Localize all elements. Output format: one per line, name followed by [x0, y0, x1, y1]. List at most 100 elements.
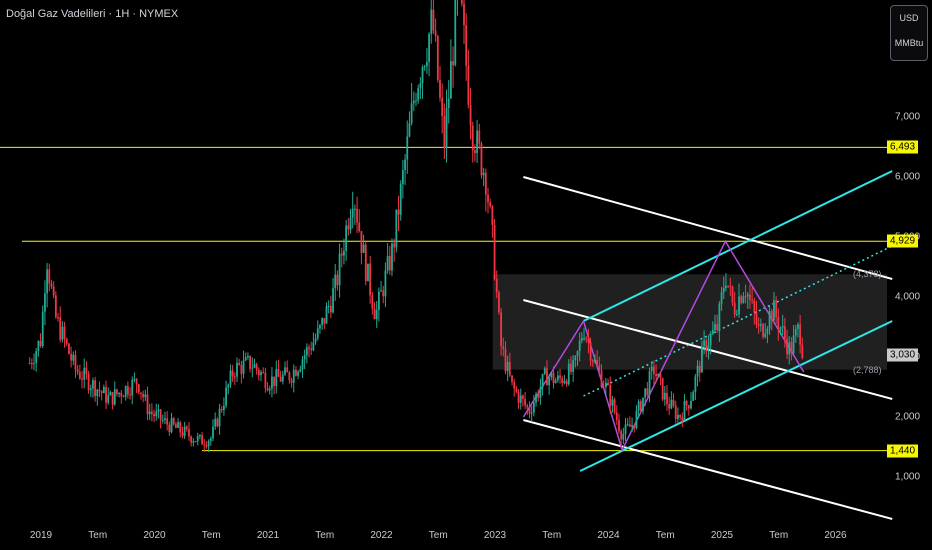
candle-body [386, 255, 389, 271]
candle-body [554, 380, 557, 384]
candle-body [253, 364, 256, 368]
candle-body [415, 100, 417, 102]
candle-body [277, 368, 280, 377]
candle-body [39, 340, 42, 347]
candle-body [727, 285, 730, 287]
candle-body [628, 424, 631, 427]
candle-body [244, 357, 247, 361]
cyan-channel-lower [579, 320, 893, 472]
candle-body [255, 364, 258, 370]
candle-body [183, 426, 186, 436]
candle-body [600, 370, 603, 388]
chart-title: Doğal Gaz Vadelileri · 1H · NYMEX [6, 8, 179, 20]
candle-body [312, 342, 315, 351]
candle-body [735, 314, 738, 316]
candle-body [351, 208, 354, 218]
candle-body [44, 293, 46, 312]
x-axis-tick-label: Tem [428, 530, 448, 541]
price-level-tag: 4,929 [887, 234, 919, 248]
candle-body [349, 217, 352, 230]
candle-body [164, 418, 166, 420]
candle-body [83, 367, 86, 380]
candle-body [338, 253, 341, 286]
candle-body [637, 401, 640, 411]
x-axis-tick-label: 2026 [824, 530, 847, 541]
candle-body [474, 150, 476, 154]
candle-body [570, 363, 572, 372]
candle-body [672, 399, 675, 406]
candle-body [532, 402, 535, 413]
candle-body [447, 98, 450, 108]
candle-body [550, 372, 553, 378]
candle-body [205, 445, 208, 447]
candle-body [598, 365, 601, 371]
candle-body [172, 418, 175, 425]
unit-label: MMBtu [894, 38, 924, 48]
candle-body [209, 438, 212, 442]
candle-body [377, 291, 380, 311]
candle-body [541, 373, 544, 388]
candle-body [166, 418, 169, 425]
candles-layer [28, 0, 804, 452]
candle-body [725, 285, 727, 288]
candle-body [624, 424, 627, 435]
candle-body [653, 366, 655, 375]
last-price-tag: 3,030 [887, 348, 919, 362]
candle-body [801, 344, 804, 359]
candle-body [161, 419, 164, 421]
x-axis-tick-label: 2025 [710, 530, 734, 541]
candle-body [775, 300, 778, 318]
candle-body [731, 286, 734, 303]
candle-body [397, 209, 400, 215]
candle-body [790, 342, 793, 354]
candle-body [242, 360, 245, 374]
candle-body [639, 401, 642, 412]
candle-body [399, 183, 402, 215]
purple-wave [522, 239, 805, 453]
candle-body [329, 306, 332, 313]
candle-body [303, 355, 306, 360]
candle-body [281, 374, 284, 382]
candle-body [733, 302, 736, 315]
candle-body [59, 317, 62, 340]
candle-body [432, 9, 435, 31]
candle-body [122, 396, 125, 398]
x-axis-tick-label: 2019 [29, 530, 53, 541]
candle-body [698, 365, 701, 373]
candle-body [288, 372, 291, 381]
candle-body [65, 338, 68, 344]
candle-body [153, 413, 155, 417]
candle-body [687, 405, 690, 409]
candle-body [362, 244, 365, 253]
candle-body [81, 378, 83, 380]
candle-body [347, 225, 350, 230]
candle-body [450, 61, 452, 99]
candle-body [220, 408, 223, 411]
candle-body [701, 345, 703, 373]
currency-unit-button[interactable]: USD MMBtu [890, 5, 928, 61]
candle-body [602, 387, 605, 389]
candle-body [561, 378, 564, 383]
x-axis-tick-label: Tem [88, 530, 108, 541]
candle-body [692, 392, 695, 401]
candle-body [528, 407, 531, 414]
candle-body [583, 338, 585, 340]
candle-body [788, 342, 791, 355]
candle-body [423, 66, 426, 68]
candle-body [766, 328, 769, 334]
candle-body [792, 335, 795, 354]
candle-body [572, 359, 575, 372]
candle-body [578, 340, 581, 352]
candle-body [340, 253, 343, 256]
x-axis-tick-label: Tem [769, 530, 789, 541]
candle-body [410, 103, 413, 124]
candle-body [587, 339, 590, 343]
candle-body [68, 343, 70, 354]
candle-body [749, 294, 751, 300]
candle-body [408, 123, 411, 137]
candle-body [41, 311, 44, 347]
candle-body [670, 399, 673, 409]
candle-body [480, 143, 483, 176]
candle-body [196, 436, 199, 442]
